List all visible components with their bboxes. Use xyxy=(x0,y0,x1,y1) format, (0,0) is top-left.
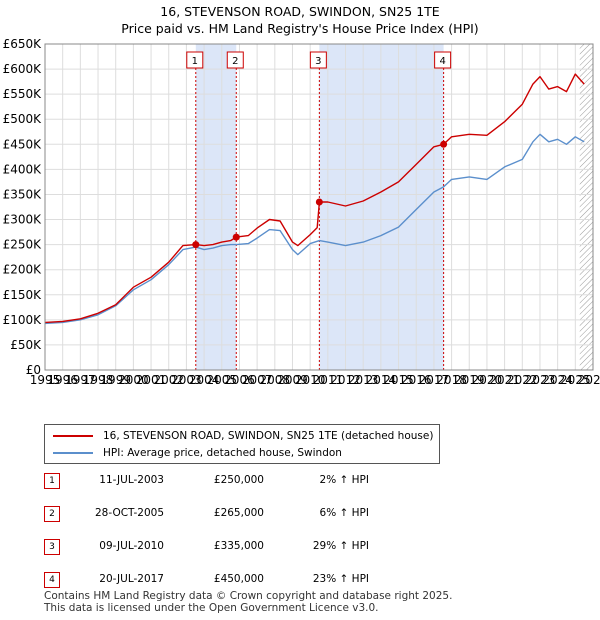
x-tick-label: 2015 xyxy=(383,373,414,387)
plot-frame xyxy=(44,43,594,371)
x-tick-label: 2019 xyxy=(454,373,485,387)
y-tick-label: £600K xyxy=(3,62,43,76)
x-tick-label: 2023 xyxy=(525,373,556,387)
x-tick-label: 2010 xyxy=(295,373,326,387)
sale-badge: 2 xyxy=(44,506,60,522)
sale-price: £265,000 xyxy=(213,507,264,519)
legend-item-property: 16, STEVENSON ROAD, SWINDON, SN25 1TE (d… xyxy=(53,428,433,444)
sale-date: 09-JUL-2010 xyxy=(99,540,164,552)
x-tick-label: 2006 xyxy=(224,373,255,387)
x-tick-label: 2008 xyxy=(260,373,291,387)
sale-badge-label: 1 xyxy=(192,56,198,67)
sale-badge-box xyxy=(309,51,327,69)
y-tick-label: £200K xyxy=(3,263,43,277)
sale-row: 2 28-OCT-2005 £265,000 6% ↑ HPI xyxy=(44,506,464,523)
sale-point xyxy=(315,198,323,206)
sale-badge-label: 3 xyxy=(315,56,321,67)
y-tick-label: £0 xyxy=(26,363,41,377)
legend-label-property: 16, STEVENSON ROAD, SWINDON, SN25 1TE (d… xyxy=(103,430,434,442)
legend: 16, STEVENSON ROAD, SWINDON, SN25 1TE (d… xyxy=(44,424,440,464)
sale-date: 28-OCT-2005 xyxy=(95,507,164,519)
x-tick-label: 2004 xyxy=(189,373,220,387)
x-tick-label: 2009 xyxy=(277,373,308,387)
x-tick-label: 2011 xyxy=(313,373,344,387)
ownership-shade xyxy=(195,44,237,370)
sale-badge-box xyxy=(226,51,244,69)
x-tick-label: 2024 xyxy=(542,373,573,387)
y-tick-label: £400K xyxy=(3,162,43,176)
sale-date: 20-JUL-2017 xyxy=(99,573,164,585)
x-tick-label: 2020 xyxy=(472,373,503,387)
x-tick-label: 1995 xyxy=(30,373,61,387)
y-tick-label: £650K xyxy=(3,37,43,51)
x-tick-label: 2014 xyxy=(366,373,397,387)
sale-price: £250,000 xyxy=(213,474,264,486)
y-tick-label: £100K xyxy=(3,313,43,327)
x-tick-label: 2001 xyxy=(136,373,167,387)
sale-badge-box xyxy=(186,51,204,69)
ownership-shade xyxy=(319,44,444,370)
chart-title: 16, STEVENSON ROAD, SWINDON, SN25 1TE xyxy=(160,4,440,19)
sale-badge-box xyxy=(434,51,452,69)
sale-point xyxy=(192,241,200,249)
y-tick-label: £500K xyxy=(3,112,43,126)
legend-label-hpi: HPI: Average price, detached house, Swin… xyxy=(103,447,342,459)
x-tick-label: 2026 xyxy=(578,373,600,387)
x-tick-label: 1999 xyxy=(100,373,131,387)
x-tick-label: 2012 xyxy=(330,373,361,387)
x-tick-label: 2022 xyxy=(507,373,538,387)
sale-badge: 4 xyxy=(44,572,60,588)
x-tick-label: 2000 xyxy=(118,373,149,387)
x-tick-label: 2016 xyxy=(401,373,432,387)
sale-point xyxy=(440,140,448,148)
chart-subtitle: Price paid vs. HM Land Registry's House … xyxy=(121,21,479,36)
sale-row: 1 11-JUL-2003 £250,000 2% ↑ HPI xyxy=(44,473,464,490)
sale-point xyxy=(232,233,240,241)
forecast-hatch xyxy=(579,44,593,370)
y-tick-label: £300K xyxy=(3,213,43,227)
x-tick-label: 2018 xyxy=(436,373,467,387)
x-tick-label: 1998 xyxy=(83,373,114,387)
y-tick-label: £50K xyxy=(10,338,42,352)
x-tick-label: 2003 xyxy=(171,373,202,387)
hpi-line xyxy=(44,133,585,325)
sale-hpi-change: 6% ↑ HPI xyxy=(319,507,369,519)
x-tick-label: 2013 xyxy=(348,373,379,387)
sale-price: £450,000 xyxy=(213,573,264,585)
sale-badge: 3 xyxy=(44,539,60,555)
sale-price: £335,000 xyxy=(213,540,264,552)
sale-badge-label: 4 xyxy=(439,56,445,67)
footer-licence: This data is licensed under the Open Gov… xyxy=(44,602,379,614)
y-tick-label: £550K xyxy=(3,87,43,101)
sale-hpi-change: 2% ↑ HPI xyxy=(319,474,369,486)
sale-badge: 1 xyxy=(44,473,60,489)
x-tick-label: 2007 xyxy=(242,373,273,387)
y-tick-label: £250K xyxy=(3,238,43,252)
price-chart: 1 2 3 4 £0 £50K £100K £150K £200K £250K £300K £350K… xyxy=(3,37,600,387)
sale-hpi-change: 29% ↑ HPI xyxy=(312,540,369,552)
x-tick-label: 2025 xyxy=(560,373,591,387)
x-tick-label: 2005 xyxy=(207,373,238,387)
x-tick-label: 2002 xyxy=(153,373,184,387)
x-tick-label: 1996 xyxy=(47,373,78,387)
sale-date: 11-JUL-2003 xyxy=(99,474,164,486)
legend-swatch-hpi xyxy=(53,452,93,454)
y-tick-label: £450K xyxy=(3,137,43,151)
sale-row: 4 20-JUL-2017 £450,000 23% ↑ HPI xyxy=(44,572,464,589)
x-tick-label: 2021 xyxy=(489,373,520,387)
x-tick-label: 1997 xyxy=(65,373,96,387)
sale-hpi-change: 23% ↑ HPI xyxy=(312,573,369,585)
sale-badge-label: 2 xyxy=(232,56,238,67)
footer-copyright: Contains HM Land Registry data © Crown c… xyxy=(44,590,453,602)
sale-row: 3 09-JUL-2010 £335,000 29% ↑ HPI xyxy=(44,539,464,556)
legend-swatch-property xyxy=(53,435,93,437)
property-price-line xyxy=(44,73,585,324)
legend-item-hpi: HPI: Average price, detached house, Swin… xyxy=(53,445,342,461)
y-tick-label: £150K xyxy=(3,288,43,302)
y-tick-label: £350K xyxy=(3,187,43,201)
x-tick-label: 2017 xyxy=(419,373,450,387)
